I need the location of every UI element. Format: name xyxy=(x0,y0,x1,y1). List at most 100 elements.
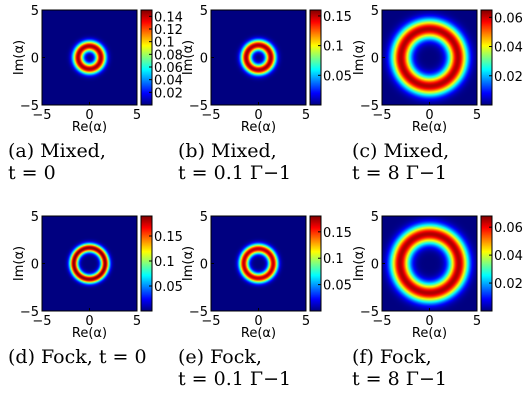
y-axis-label: Im(α) xyxy=(352,246,367,281)
caption-e-line-1: (e) Fock, xyxy=(178,346,262,368)
y-axis-label: Im(α) xyxy=(12,246,27,281)
x-axis-label: Re(α) xyxy=(412,120,447,135)
panel-e: −5 0 5 Re(α) 5 0 −5 Im(α) 0.15 0.1 0.05 xyxy=(181,210,352,341)
caption-d-line-1: (d) Fock, t = 0 xyxy=(8,346,147,368)
caption-b-line-1: (b) Mixed, xyxy=(178,140,277,162)
colorbar-tick-label: 0.1 xyxy=(154,255,175,270)
colorbar-frame xyxy=(480,9,493,106)
colorbar-tick-label: 0.14 xyxy=(154,10,183,25)
x-axis-label: Re(α) xyxy=(241,120,276,135)
y-tick-label: 5 xyxy=(31,4,39,19)
colorbar-tick-label: 0.08 xyxy=(154,48,183,63)
colorbar-tick-label: 0.15 xyxy=(323,10,352,25)
x-tick-label: 5 xyxy=(473,108,481,123)
panel-d: −5 0 5 Re(α) 5 0 −5 Im(α) 0.15 0.1 0.05 xyxy=(12,210,183,341)
x-axis-label: Re(α) xyxy=(412,326,447,341)
y-axis-label: Im(α) xyxy=(12,40,27,75)
heatmap-image xyxy=(42,216,137,311)
colorbar-tick-label: 0.04 xyxy=(154,74,183,89)
heatmap-image xyxy=(382,10,477,105)
x-tick-label: 0 xyxy=(85,314,93,329)
caption-e: (e) Fock, t = 0.1 Γ−1 xyxy=(178,346,291,390)
panel-b: −5 0 5 Re(α) 5 0 −5 Im(α) 0.15 0.1 0.05 xyxy=(181,4,352,135)
colorbar-frame xyxy=(480,215,493,312)
colorbar-tick-label: 0.05 xyxy=(323,279,352,294)
colorbar-tick-label: 0.02 xyxy=(494,277,523,292)
caption-b-line-2: t = 0.1 Γ−1 xyxy=(178,162,292,184)
y-tick-label: −5 xyxy=(20,305,39,320)
panel-c: −5 0 5 Re(α) 5 0 −5 Im(α) 0.06 0.04 0.02 xyxy=(352,4,523,135)
caption-c-line-1: (c) Mixed, xyxy=(352,140,450,162)
x-axis-label: Re(α) xyxy=(72,120,107,135)
y-axis-label: Im(α) xyxy=(181,40,196,75)
colorbar-tick-label: 0.06 xyxy=(154,61,183,76)
panel-a: −5 0 5Re(α)50−5Im(α)0.140.120.10.080.060.0… xyxy=(12,4,183,135)
x-tick-label: −5 xyxy=(372,314,391,329)
y-tick-label: 5 xyxy=(371,210,379,225)
heatmap-image xyxy=(211,10,306,105)
caption-f: (f) Fock, t = 8 Γ−1 xyxy=(352,346,447,390)
y-tick-label: −5 xyxy=(360,99,379,114)
colorbar xyxy=(141,216,152,311)
x-tick-label: −5 xyxy=(32,108,51,123)
x-axis-label: Re(α) xyxy=(241,326,276,341)
colorbar-tick-label: 0.05 xyxy=(323,69,352,84)
y-tick-label: −5 xyxy=(360,305,379,320)
colorbar-frame xyxy=(140,215,153,312)
colorbar-frame xyxy=(140,9,153,106)
x-tick-label: −5 xyxy=(201,314,220,329)
x-tick-label: −5 xyxy=(32,314,51,329)
caption-c: (c) Mixed, t = 8 Γ−1 xyxy=(352,140,449,184)
x-tick-label: 0 xyxy=(254,314,262,329)
colorbar xyxy=(310,10,321,105)
caption-e-line-2: t = 0.1 Γ−1 xyxy=(178,368,292,390)
y-tick-label: 0 xyxy=(371,52,379,67)
colorbar-tick-label: 0.04 xyxy=(494,249,523,264)
caption-c-line-2: t = 8 Γ−1 xyxy=(352,162,447,184)
caption-f-line-2: t = 8 Γ−1 xyxy=(352,368,447,390)
x-tick-label: 5 xyxy=(302,108,310,123)
x-tick-label: 5 xyxy=(473,314,481,329)
colorbar-tick-label: 0.12 xyxy=(154,23,183,38)
x-tick-label: −5 xyxy=(372,108,391,123)
colorbar-tick-label: 0.05 xyxy=(154,280,183,295)
y-tick-label: 5 xyxy=(371,4,379,19)
y-tick-label: 0 xyxy=(200,52,208,67)
y-tick-label: 0 xyxy=(31,52,39,67)
heatmap-image xyxy=(42,10,137,105)
y-tick-label: 0 xyxy=(200,258,208,273)
colorbar-tick-label: 0.15 xyxy=(154,230,183,245)
caption-d: (d) Fock, t = 0 xyxy=(8,346,147,368)
colorbar-tick-label: 0.15 xyxy=(323,226,352,241)
caption-a: (a) Mixed, t = 0 xyxy=(8,140,106,184)
x-tick-label: 0 xyxy=(85,108,93,123)
y-tick-label: 5 xyxy=(31,210,39,225)
x-tick-label: 5 xyxy=(133,108,141,123)
x-tick-label: 5 xyxy=(302,314,310,329)
colorbar-tick-label: 0.1 xyxy=(323,40,344,55)
x-tick-label: 0 xyxy=(425,108,433,123)
caption-b: (b) Mixed, t = 0.1 Γ−1 xyxy=(178,140,291,184)
x-tick-label: 0 xyxy=(425,314,433,329)
y-tick-label: −5 xyxy=(189,99,208,114)
colorbar-tick-label: 0.1 xyxy=(154,36,175,51)
x-axis-label: Re(α) xyxy=(72,326,107,341)
heatmap-image xyxy=(211,216,306,311)
x-tick-label: 5 xyxy=(133,314,141,329)
colorbar-tick-label: 0.1 xyxy=(323,252,344,267)
colorbar-tick-label: 0.02 xyxy=(494,70,523,85)
x-tick-label: 0 xyxy=(254,108,262,123)
y-tick-label: 0 xyxy=(31,258,39,273)
colorbar-tick-label: 0.04 xyxy=(494,41,523,56)
panel-f: −5 0 5 Re(α) 5 0 −5 Im(α) 0.06 0.04 0.02 xyxy=(352,210,523,341)
colorbar-tick-label: 0.06 xyxy=(494,221,523,236)
x-tick-label: −5 xyxy=(201,108,220,123)
y-axis-label: Im(α) xyxy=(352,40,367,75)
heatmap-image xyxy=(382,216,477,311)
colorbar-tick-label: 0.06 xyxy=(494,11,523,26)
caption-a-line-2: t = 0 xyxy=(8,162,56,184)
y-tick-label: 5 xyxy=(200,210,208,225)
colorbar xyxy=(481,216,492,311)
y-tick-label: −5 xyxy=(189,305,208,320)
